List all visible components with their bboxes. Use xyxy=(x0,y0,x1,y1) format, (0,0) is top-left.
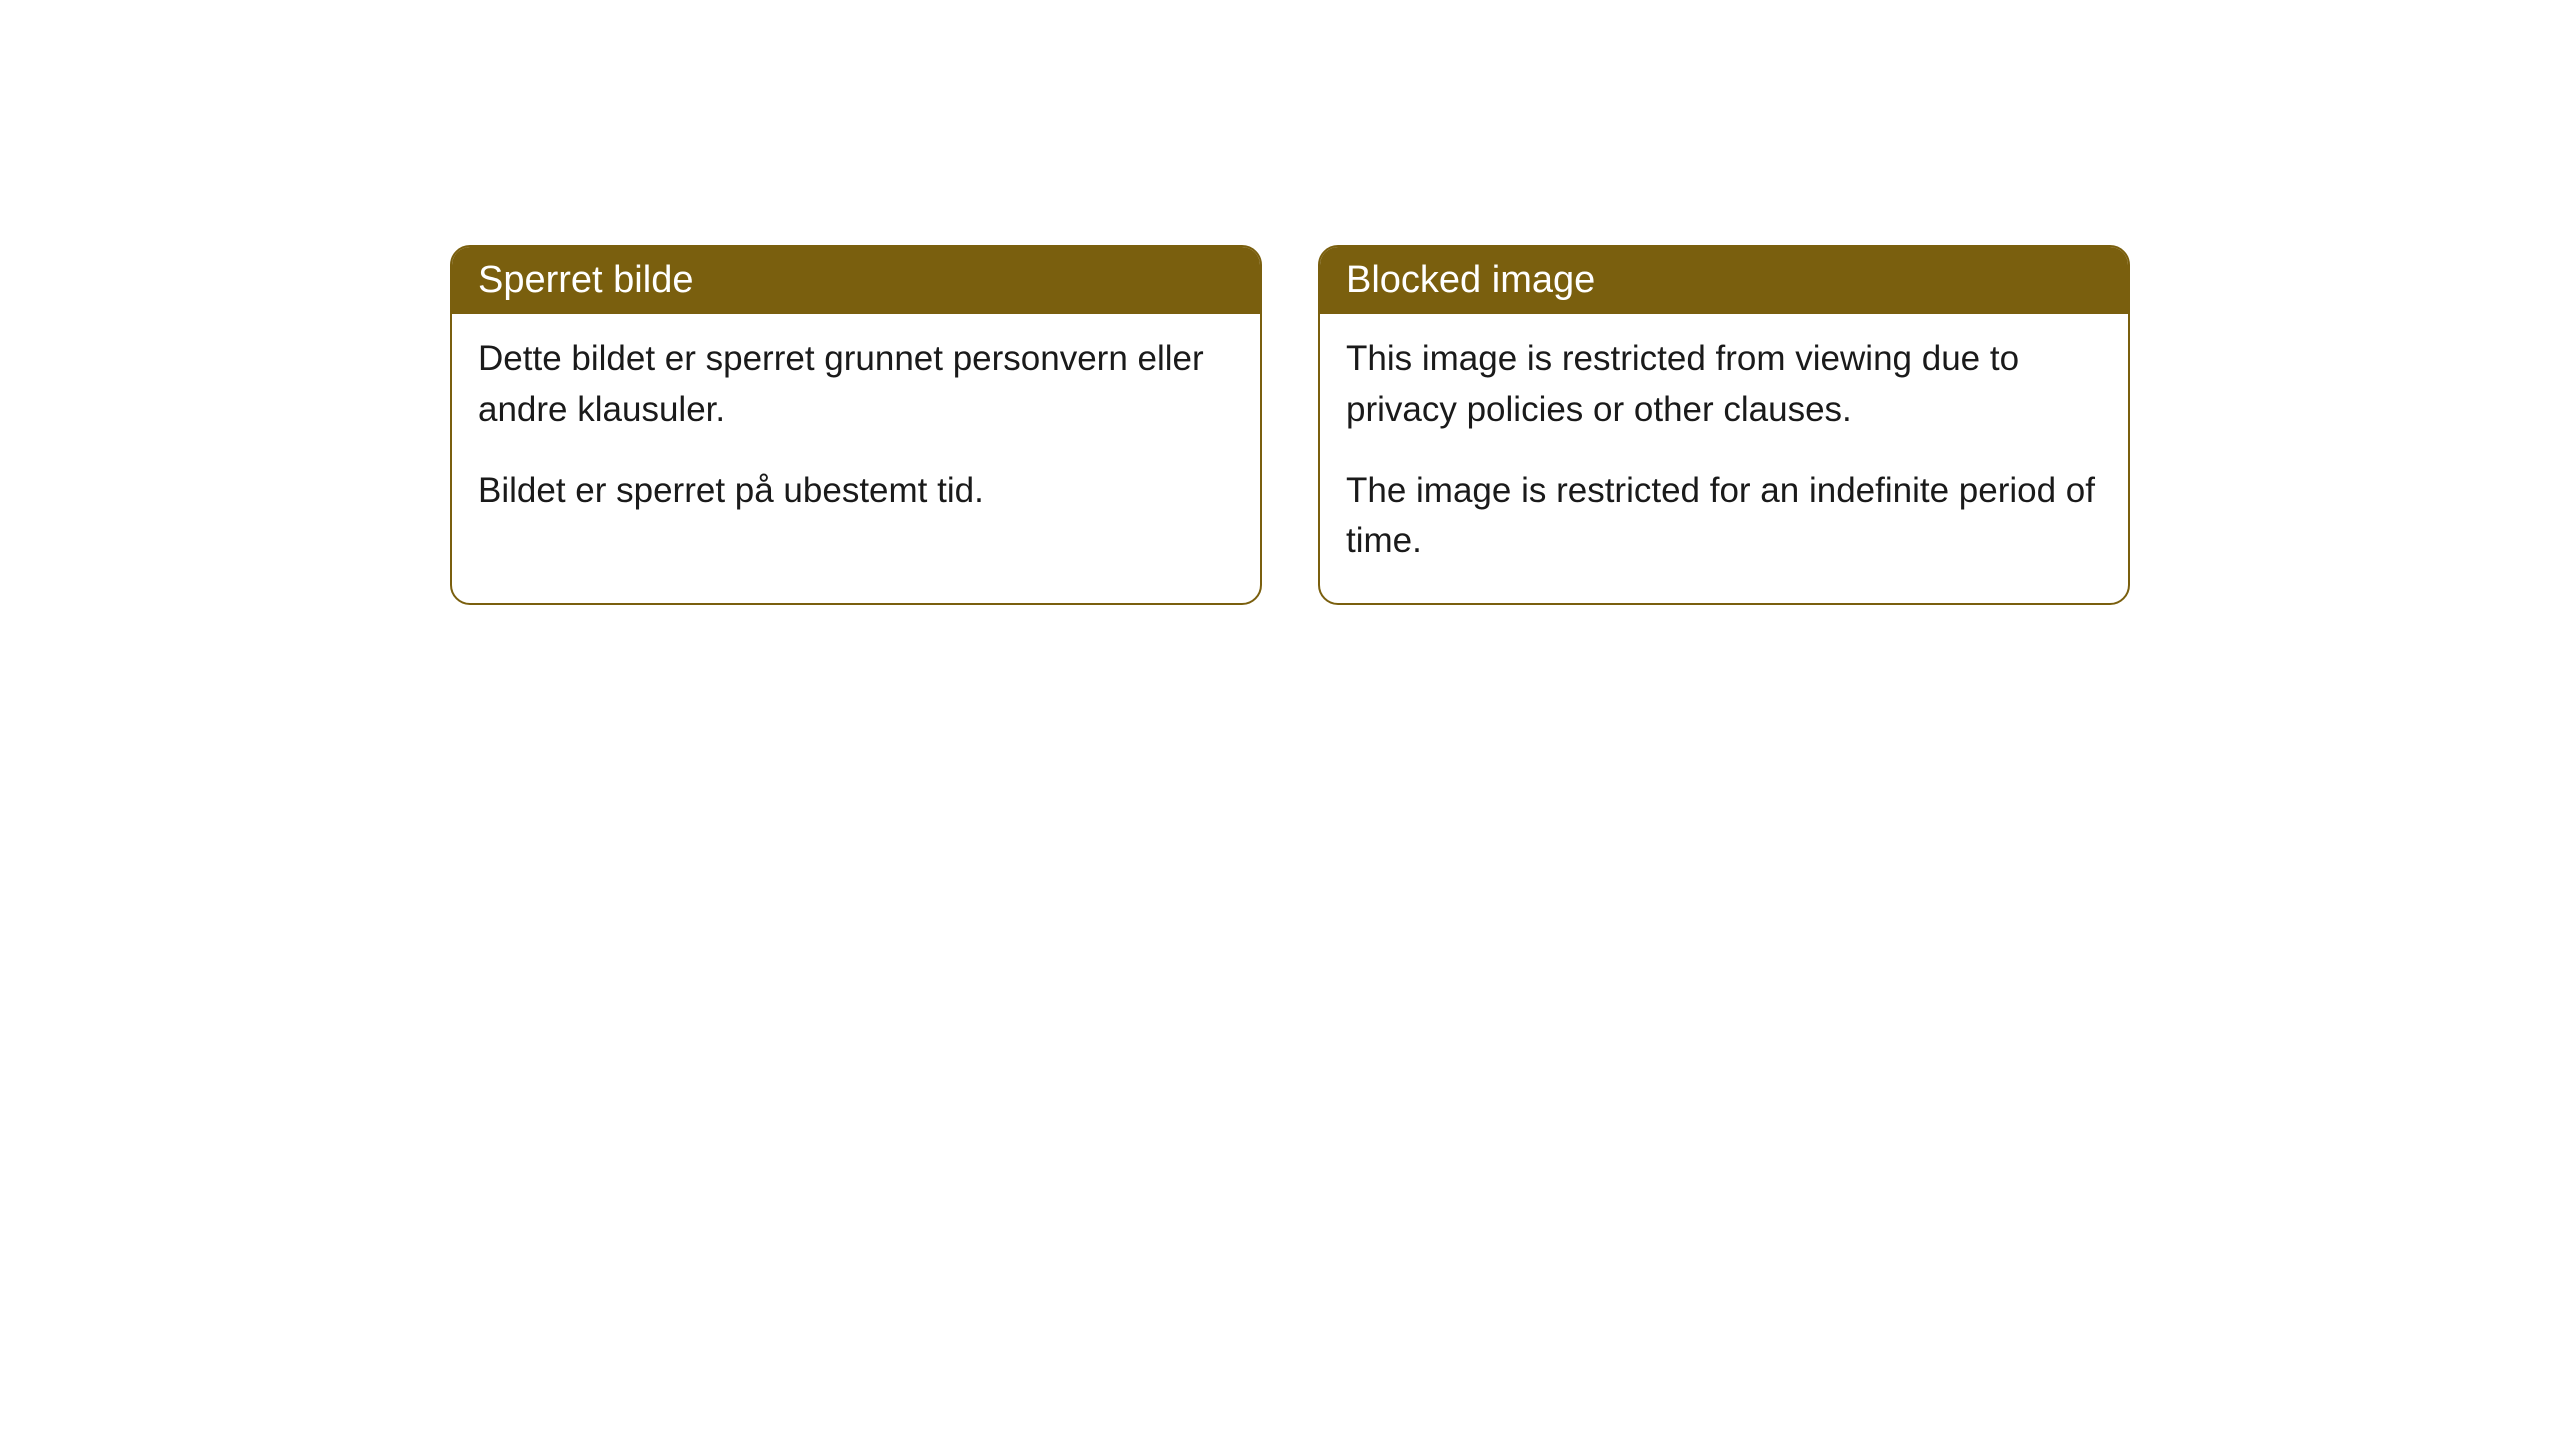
card-title-norwegian: Sperret bilde xyxy=(478,259,693,301)
card-paragraph-1-english: This image is restricted from viewing du… xyxy=(1346,334,2102,436)
card-title-english: Blocked image xyxy=(1346,259,1595,301)
notice-card-norwegian: Sperret bilde Dette bildet er sperret gr… xyxy=(450,245,1262,605)
card-body-english: This image is restricted from viewing du… xyxy=(1320,314,2128,603)
notice-cards-container: Sperret bilde Dette bildet er sperret gr… xyxy=(450,245,2130,605)
card-body-norwegian: Dette bildet er sperret grunnet personve… xyxy=(452,314,1260,552)
card-header-english: Blocked image xyxy=(1320,247,2128,314)
notice-card-english: Blocked image This image is restricted f… xyxy=(1318,245,2130,605)
card-paragraph-1-norwegian: Dette bildet er sperret grunnet personve… xyxy=(478,334,1234,436)
card-header-norwegian: Sperret bilde xyxy=(452,247,1260,314)
card-paragraph-2-english: The image is restricted for an indefinit… xyxy=(1346,466,2102,568)
card-paragraph-2-norwegian: Bildet er sperret på ubestemt tid. xyxy=(478,466,1234,517)
